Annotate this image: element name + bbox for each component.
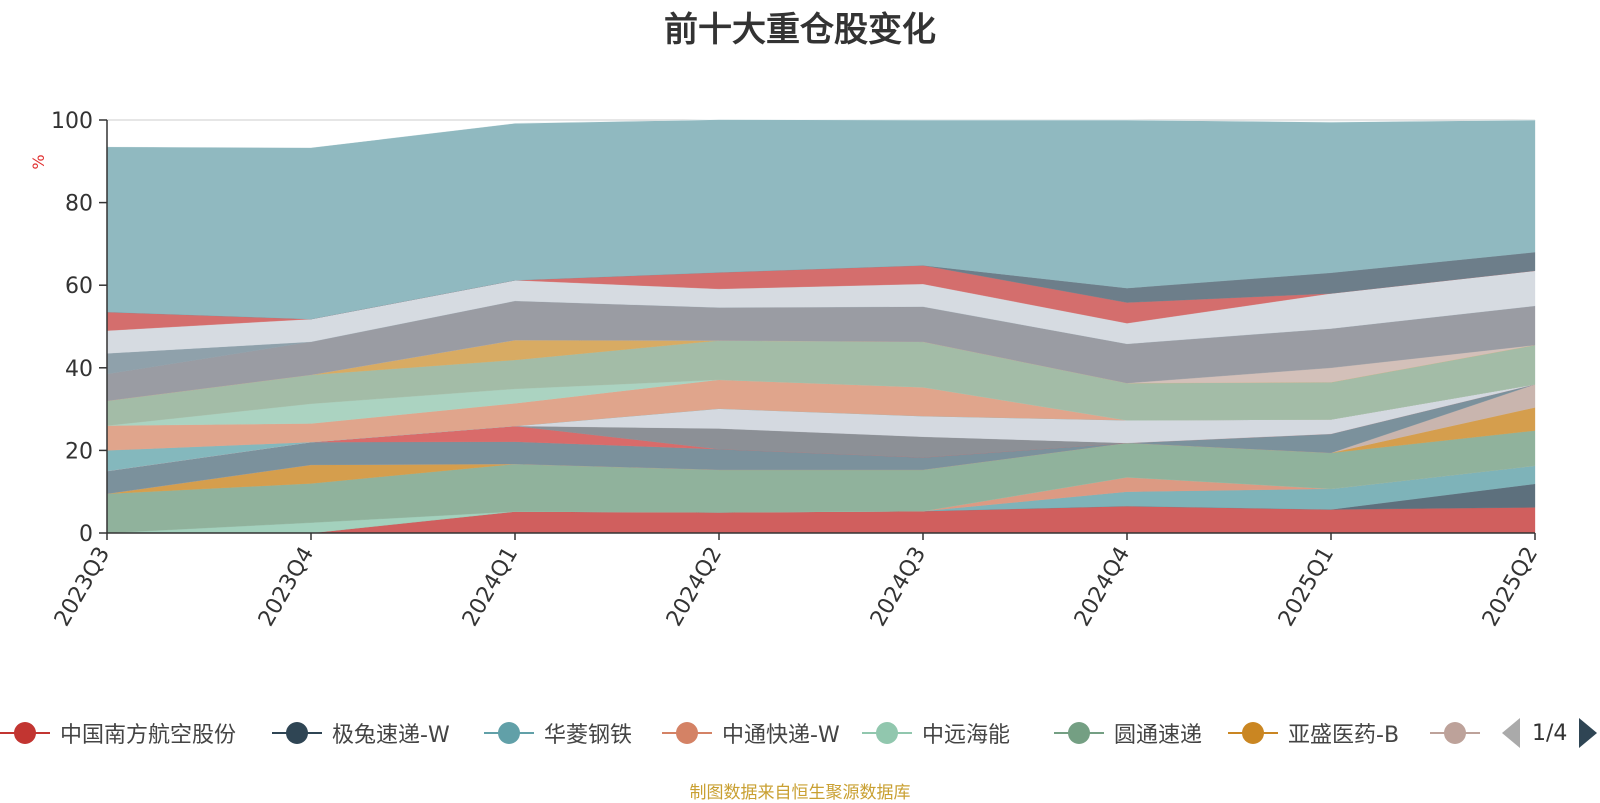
legend-dot: [286, 722, 308, 744]
legend-label: 华菱钢铁: [544, 723, 633, 748]
x-tick-label: 2024Q4: [1070, 543, 1135, 631]
next-page-icon[interactable]: [1579, 718, 1598, 748]
x-tick-labels: 2023Q3 2023Q4 2024Q1 2024Q2 2024Q3 2024Q4 2025…: [50, 533, 1543, 631]
y-tick-label: 0: [79, 522, 93, 547]
legend-label: 亚盛医药-B: [1288, 723, 1400, 748]
legend-symbol: [272, 718, 322, 748]
area-series-layer: [106, 119, 1536, 534]
legend: 中国南方航空股份 极兔速递-W 华菱钢铁 中通快递-W 中远海能 圆通速递 亚盛医药-B 1/…: [0, 713, 1600, 753]
axes: [106, 120, 1535, 534]
legend-item[interactable]: 圆通速递: [1054, 713, 1202, 753]
prev-page-icon[interactable]: [1502, 718, 1520, 748]
legend-dot: [876, 722, 898, 744]
chart-title: 前十大重仓股变化: [664, 10, 936, 50]
legend-item[interactable]: 中国南方航空股份: [0, 713, 236, 753]
legend-symbol: [484, 718, 534, 748]
legend-symbol: [1430, 718, 1480, 748]
x-tick-label: 2025Q2: [1478, 543, 1543, 631]
x-tick-label: 2023Q3: [50, 543, 115, 631]
legend-item[interactable]: [1430, 713, 1480, 753]
legend-item[interactable]: 中远海能: [862, 713, 1010, 753]
area-series-24: [106, 119, 1536, 148]
x-tick-label: 2024Q2: [662, 543, 727, 631]
legend-label: 中国南方航空股份: [60, 723, 237, 748]
x-tick-label: 2024Q3: [866, 543, 931, 631]
legend-label: 中远海能: [922, 723, 1011, 748]
legend-label: 中通快递-W: [722, 723, 840, 748]
legend-dot: [676, 722, 698, 744]
legend-label: 极兔速递-W: [332, 723, 450, 748]
legend-dot: [1444, 722, 1466, 744]
data-source-note: 制图数据来自恒生聚源数据库: [689, 783, 911, 803]
legend-symbol: [1054, 718, 1104, 748]
legend-label: 圆通速递: [1114, 723, 1203, 748]
legend-symbol: [862, 718, 912, 748]
y-tick-label: 40: [65, 357, 93, 382]
legend-dot: [14, 722, 36, 744]
legend-symbol: [0, 718, 50, 748]
x-tick-label: 2024Q1: [458, 543, 523, 631]
y-tick-label: 60: [65, 274, 93, 299]
x-tick-label: 2025Q1: [1274, 543, 1339, 631]
y-tick-label: 20: [65, 439, 93, 464]
legend-item[interactable]: 极兔速递-W: [272, 713, 450, 753]
legend-item[interactable]: 中通快递-W: [662, 713, 840, 753]
y-tick-label: 80: [65, 192, 93, 217]
y-tick-labels: 0 20 40 60 80 100: [51, 109, 107, 547]
legend-dot: [498, 722, 520, 744]
y-axis-label: %: [29, 154, 48, 169]
legend-item[interactable]: 亚盛医药-B: [1228, 713, 1399, 753]
legend-pager: 1/4: [1502, 713, 1598, 753]
legend-symbol: [1228, 718, 1278, 748]
legend-dot: [1068, 722, 1090, 744]
x-tick-label: 2023Q4: [254, 543, 319, 631]
legend-item[interactable]: 华菱钢铁: [484, 713, 632, 753]
legend-symbol: [662, 718, 712, 748]
legend-page-indicator: 1/4: [1532, 720, 1568, 746]
legend-dot: [1242, 722, 1264, 744]
y-tick-label: 100: [51, 109, 93, 134]
